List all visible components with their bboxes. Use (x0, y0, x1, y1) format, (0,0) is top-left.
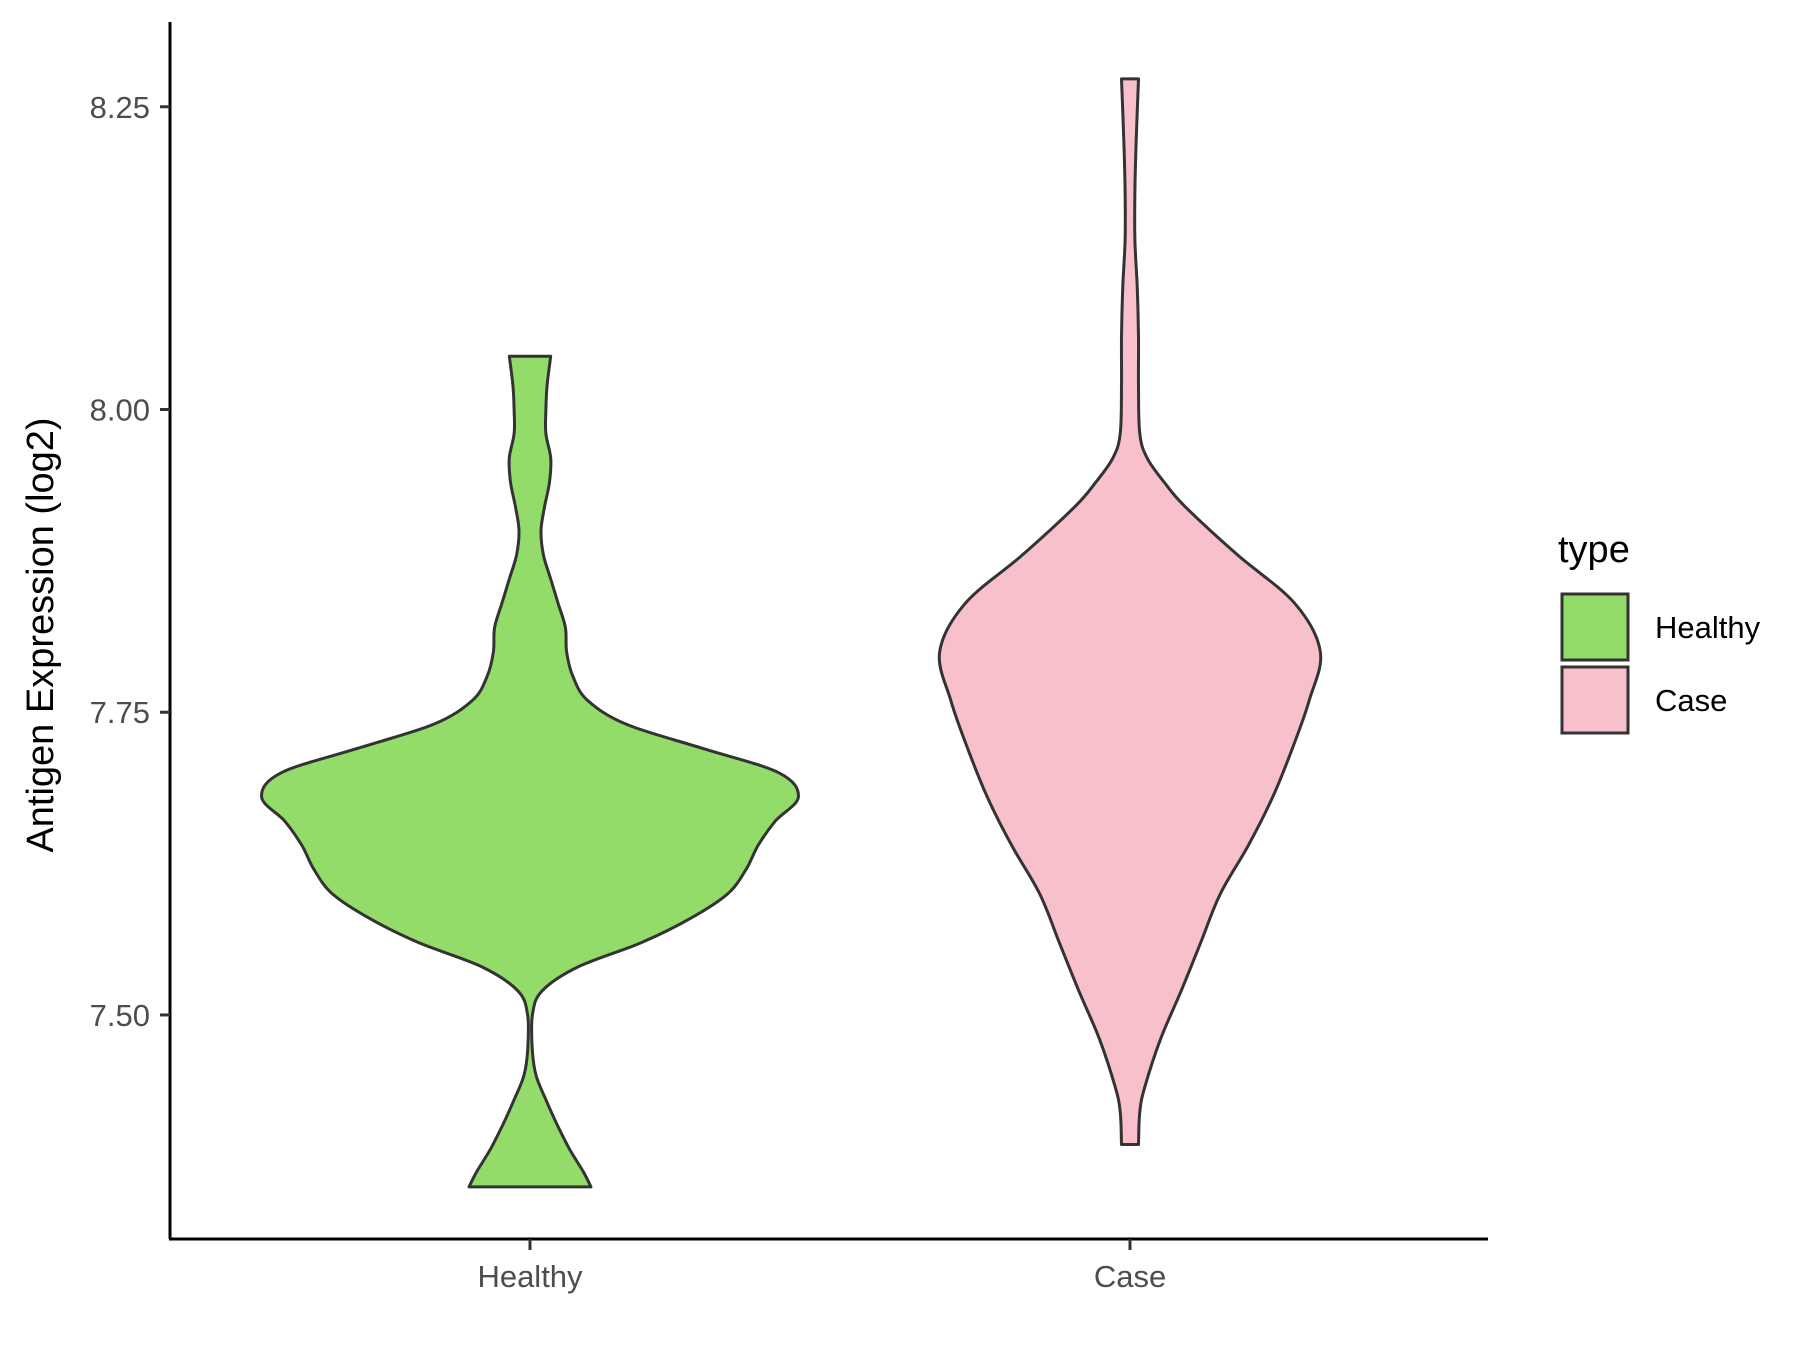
y-tick-label: 7.75 (90, 695, 150, 730)
violin-healthy (260, 354, 800, 1189)
legend-swatch-healthy (1560, 592, 1630, 662)
legend: type Healthy Case (1558, 529, 1761, 735)
y-tick-label: 8.00 (90, 393, 150, 428)
x-axis: Healthy Case (169, 1237, 1488, 1294)
violins-layer (260, 77, 1323, 1189)
legend-title: type (1558, 529, 1630, 571)
y-tick-label: 7.50 (90, 998, 150, 1033)
y-axis-title: Antigen Expression (log2) (20, 417, 62, 852)
x-tick-label: Healthy (477, 1259, 583, 1294)
legend-items: Healthy Case (1560, 592, 1761, 735)
x-tick-label: Case (1094, 1259, 1166, 1294)
violin-case (937, 77, 1323, 1146)
legend-label-healthy: Healthy (1655, 610, 1761, 645)
y-tick-label: 8.25 (90, 90, 150, 125)
legend-label-case: Case (1655, 683, 1727, 718)
legend-swatch-case (1560, 665, 1630, 735)
y-ticks: 7.50 7.75 8.00 8.25 (90, 90, 170, 1033)
y-axis: 7.50 7.75 8.00 8.25 (90, 22, 172, 1239)
x-ticks: Healthy Case (477, 1239, 1166, 1294)
